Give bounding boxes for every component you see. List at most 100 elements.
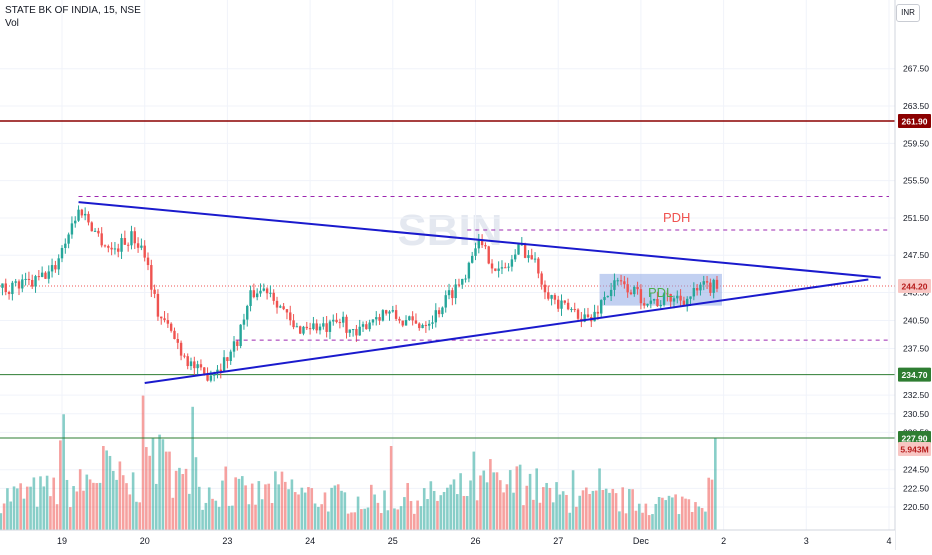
volume-bar bbox=[237, 478, 241, 530]
volume-bar bbox=[373, 494, 376, 530]
candle-body bbox=[437, 310, 441, 315]
candle-body bbox=[83, 213, 87, 216]
candle-body bbox=[408, 316, 411, 321]
time-tick-label: 24 bbox=[305, 536, 315, 546]
time-tick-label: 25 bbox=[388, 536, 398, 546]
volume-bar bbox=[118, 461, 122, 530]
volume-bar bbox=[307, 487, 310, 530]
candle-body bbox=[500, 267, 504, 269]
candle-body bbox=[335, 319, 338, 323]
candle-body bbox=[447, 290, 451, 296]
volume-bar bbox=[585, 487, 588, 530]
candle-body bbox=[388, 311, 391, 314]
candle-body bbox=[150, 265, 153, 290]
volume-bar bbox=[449, 484, 452, 530]
candle-body bbox=[649, 300, 653, 304]
volume-bar bbox=[92, 482, 95, 530]
candle-body bbox=[67, 234, 70, 244]
candle-body bbox=[193, 361, 196, 369]
candle-body bbox=[212, 372, 216, 376]
candle-body bbox=[371, 319, 375, 323]
volume-bar bbox=[164, 451, 168, 530]
candle-body bbox=[236, 341, 239, 347]
volume-bar bbox=[35, 506, 39, 530]
candle-body bbox=[570, 309, 573, 311]
candle-body bbox=[60, 247, 64, 259]
candle-body bbox=[600, 300, 603, 314]
volume-bar bbox=[710, 479, 714, 530]
volume-bar bbox=[16, 488, 19, 530]
candle-body bbox=[113, 248, 117, 250]
volume-bar bbox=[389, 446, 393, 530]
volume-bar bbox=[714, 438, 717, 530]
candle-body bbox=[226, 357, 229, 362]
volume-bar bbox=[9, 501, 13, 530]
volume-bar bbox=[184, 468, 188, 530]
candle-body bbox=[246, 305, 249, 320]
volume-bar bbox=[578, 495, 582, 530]
candle-body bbox=[418, 323, 421, 329]
candle-body bbox=[259, 290, 262, 294]
candle-body bbox=[702, 281, 705, 285]
price-axis[interactable]: 267.50263.50259.50255.50251.50247.50243.… bbox=[894, 0, 932, 550]
volume-bar bbox=[485, 482, 489, 530]
volume-bar bbox=[204, 502, 208, 530]
upper-trendline[interactable] bbox=[78, 201, 881, 279]
pdl-label: PDL bbox=[648, 285, 673, 300]
candle-body bbox=[543, 284, 547, 293]
volume-bar bbox=[300, 487, 304, 530]
time-tick-label: Dec bbox=[633, 536, 650, 546]
volume-histogram bbox=[0, 395, 717, 530]
candle-body bbox=[232, 341, 236, 352]
candle-body bbox=[341, 316, 345, 323]
candle-body bbox=[17, 281, 21, 289]
candle-body bbox=[126, 244, 130, 246]
candle-body bbox=[692, 288, 696, 297]
candle-body bbox=[179, 342, 183, 356]
candle-body bbox=[269, 292, 272, 294]
candle-body bbox=[27, 278, 31, 280]
volume-bar bbox=[637, 503, 641, 530]
volume-bar bbox=[39, 476, 42, 530]
candle-body bbox=[368, 322, 371, 330]
volume-bar bbox=[502, 492, 505, 530]
volume-bar bbox=[154, 483, 158, 530]
candle-body bbox=[87, 213, 90, 223]
candle-body bbox=[699, 284, 702, 291]
lower-trendline[interactable] bbox=[144, 278, 869, 384]
volume-bar bbox=[22, 498, 26, 530]
volume-bar bbox=[68, 507, 72, 530]
candle-body bbox=[123, 238, 127, 245]
candle-body bbox=[550, 295, 553, 299]
currency-button[interactable]: INR bbox=[896, 4, 920, 22]
candle-body bbox=[623, 281, 626, 285]
volume-bar bbox=[174, 470, 178, 530]
candle-body bbox=[566, 302, 570, 310]
candle-body bbox=[80, 209, 84, 216]
level-badge-text: 234.70 bbox=[902, 370, 928, 380]
volume-bar bbox=[538, 502, 542, 530]
candle-body bbox=[97, 230, 100, 234]
candle-body bbox=[676, 295, 679, 299]
volume-bar bbox=[469, 480, 472, 530]
candle-body bbox=[474, 248, 477, 256]
time-axis[interactable]: 19 20 23 24 25 26 27 Dec 2 3 4 bbox=[0, 529, 895, 550]
candle-body bbox=[64, 243, 67, 248]
volume-bar bbox=[171, 497, 175, 530]
volume-bar bbox=[178, 467, 181, 530]
volume-bar bbox=[95, 483, 99, 530]
volume-bar bbox=[575, 506, 578, 530]
volume-bar bbox=[270, 503, 274, 530]
volume-bar bbox=[326, 511, 330, 530]
candle-body bbox=[689, 296, 692, 299]
volume-bar bbox=[439, 495, 443, 530]
candle-body bbox=[510, 259, 514, 267]
candle-body bbox=[616, 280, 619, 282]
volume-bar bbox=[618, 511, 621, 530]
volume-bar bbox=[591, 490, 595, 530]
volume-bar bbox=[131, 472, 135, 530]
volume-bar bbox=[611, 488, 615, 530]
candle-body bbox=[93, 230, 97, 232]
